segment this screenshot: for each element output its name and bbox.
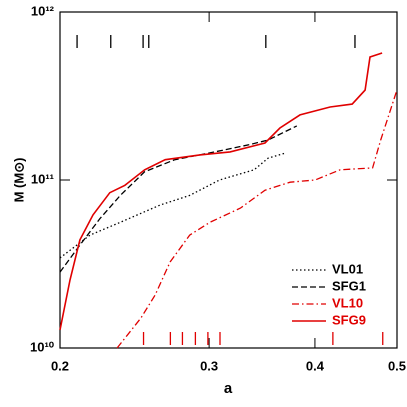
y-tick-label: 10¹⁰ xyxy=(30,339,55,354)
series-line xyxy=(59,152,287,259)
x-tick-label: 0.2 xyxy=(51,358,69,373)
y-axis-label: M (M⊙) xyxy=(11,158,26,203)
y-tick-label: 10¹¹ xyxy=(31,171,54,186)
x-tick-label: 0.5 xyxy=(388,358,406,373)
series-line xyxy=(116,89,398,349)
series-line xyxy=(59,52,383,331)
y-tick-label: 10¹² xyxy=(31,3,55,18)
legend-label: SFG9 xyxy=(332,312,366,327)
x-tick-label: 0.3 xyxy=(200,358,218,373)
legend-label: SFG1 xyxy=(332,278,366,293)
x-tick-label: 0.4 xyxy=(306,358,325,373)
legend-label: VL10 xyxy=(332,295,363,310)
x-axis-label: a xyxy=(224,380,233,397)
series-line xyxy=(59,125,298,273)
legend-label: VL01 xyxy=(332,261,363,276)
